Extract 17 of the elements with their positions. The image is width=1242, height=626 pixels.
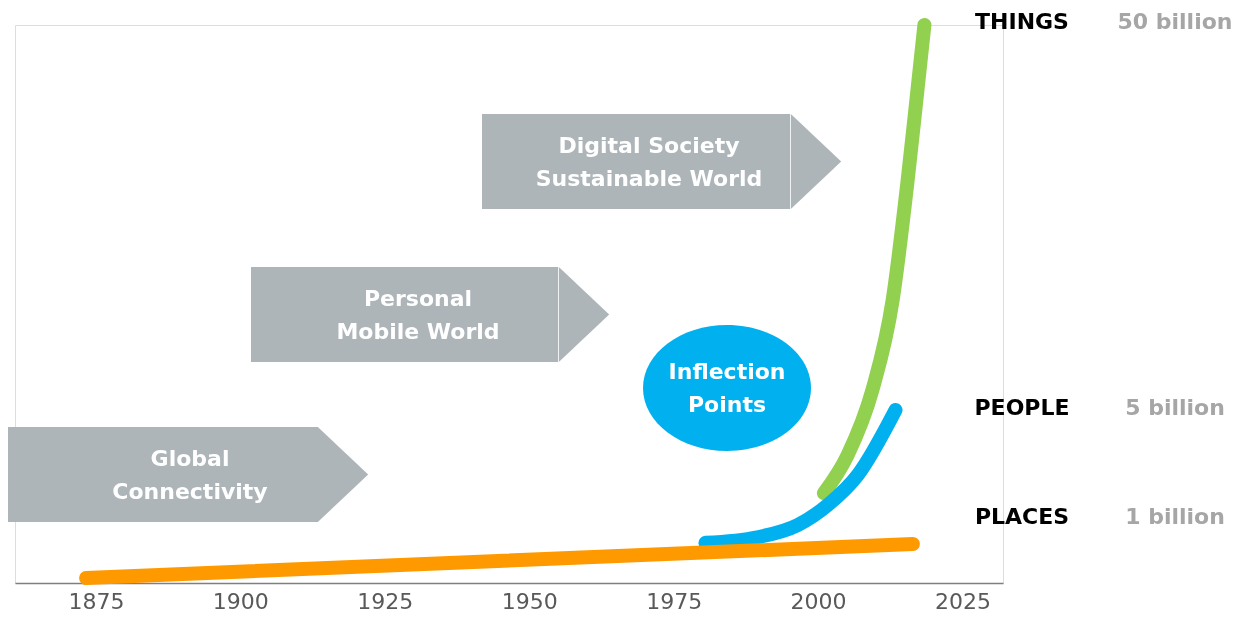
- annotation: Inflection Points: [668, 359, 786, 417]
- x-tick-label: 2000: [790, 588, 847, 614]
- text: 5 billion: [1125, 395, 1225, 420]
- text: THINGS: [975, 9, 1069, 34]
- x-tick-label: 1875: [68, 588, 125, 614]
- text: PEOPLE: [974, 395, 1070, 420]
- x-tick-label: 1925: [357, 588, 414, 614]
- text: 50 billion: [1117, 9, 1233, 34]
- x-tick-label: 2025: [935, 588, 992, 614]
- annotation: Digital Society Sustainable World: [535, 133, 763, 191]
- annotation: Global Connectivity: [112, 446, 268, 504]
- text: PLACES: [974, 504, 1070, 529]
- x-tick-label: 1950: [501, 588, 558, 614]
- text: 1 billion: [1125, 504, 1225, 529]
- annotation: Personal Mobile World: [336, 286, 500, 344]
- x-tick-label: 1975: [646, 588, 703, 614]
- x-tick-label: 1900: [212, 588, 269, 614]
